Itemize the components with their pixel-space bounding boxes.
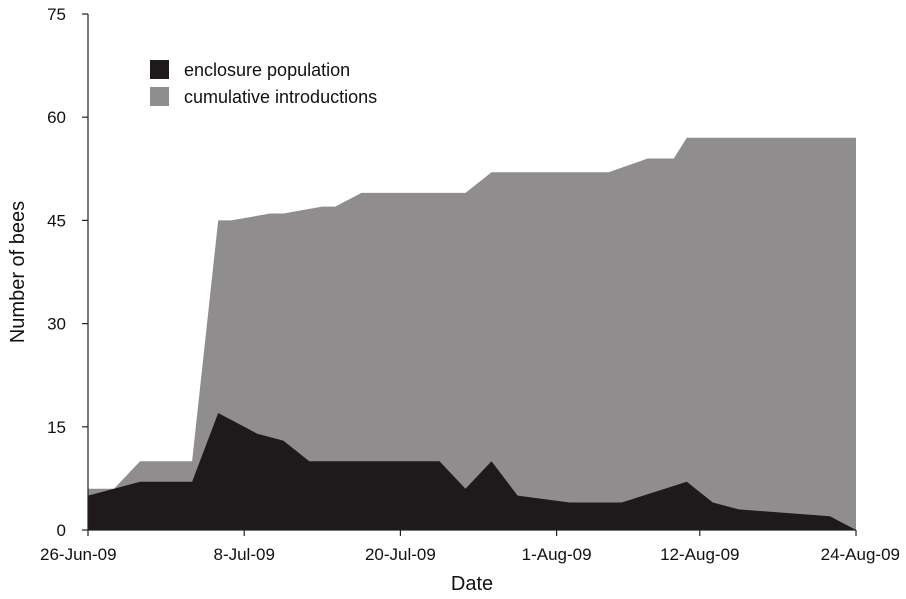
x-tick-label: 24-Aug-09 (821, 545, 900, 564)
legend: enclosure population cumulative introduc… (150, 60, 377, 107)
legend-swatch-enclosure-population (150, 60, 169, 79)
y-tick-label: 45 (47, 211, 66, 230)
y-tick-label: 15 (47, 418, 66, 437)
axes (87, 14, 856, 531)
x-tick-label: 26-Jun-09 (40, 545, 117, 564)
x-ticks: 26-Jun-09 8-Jul-09 20-Jul-09 1-Aug-09 12-Aug… (40, 530, 900, 564)
x-tick-label: 20-Jul-09 (365, 545, 436, 564)
y-axis-title: Number of bees (7, 201, 29, 343)
y-tick-label: 30 (47, 315, 66, 334)
y-tick-label: 0 (57, 521, 66, 540)
legend-label-enclosure-population: enclosure population (184, 60, 350, 80)
legend-label-cumulative-introductions: cumulative introductions (184, 87, 377, 107)
legend-swatch-cumulative-introductions (150, 87, 169, 106)
x-tick-label: 1-Aug-09 (522, 545, 592, 564)
x-tick-label: 12-Aug-09 (660, 545, 739, 564)
x-tick-label: 8-Jul-09 (213, 545, 274, 564)
y-tick-label: 75 (47, 5, 66, 24)
series-area-enclosure-population (88, 413, 856, 530)
series-area-cumulative-introductions (88, 137, 856, 531)
plot-area (88, 137, 856, 531)
y-tick-label: 60 (47, 108, 66, 127)
x-axis-title: Date (451, 573, 493, 595)
y-ticks: 0 15 30 45 60 75 (47, 5, 88, 540)
